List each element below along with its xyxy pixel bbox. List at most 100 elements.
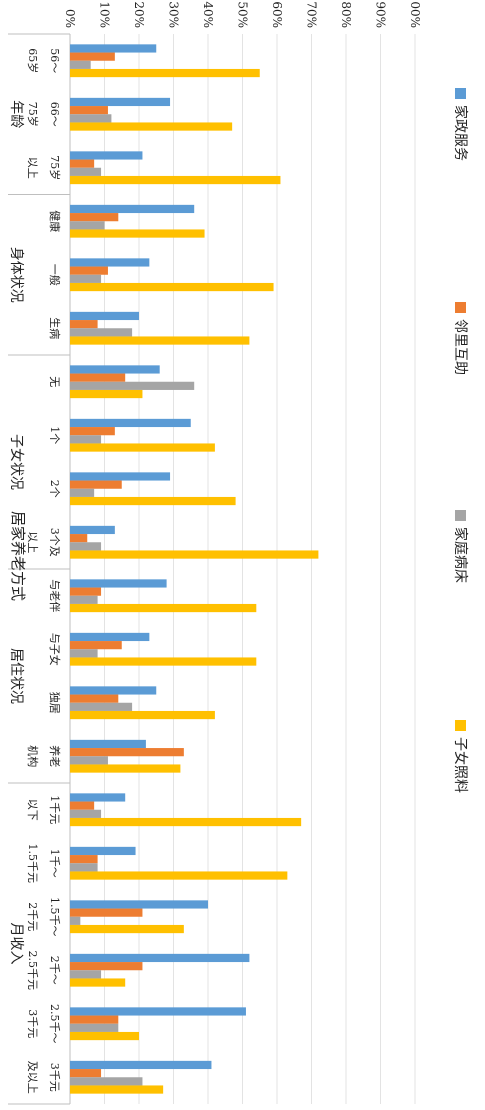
bar [70, 175, 281, 185]
bar [69, 1085, 164, 1094]
bar [69, 97, 171, 107]
bar [70, 748, 184, 757]
bar [69, 809, 102, 818]
category-label: 与老伴 [48, 579, 61, 612]
bar [70, 953, 250, 963]
category-label: 养老 [48, 745, 62, 767]
legend-swatch [455, 510, 466, 521]
bar [70, 336, 250, 345]
category-label: 3千元 [48, 1063, 61, 1092]
y-tick-label: 50% [236, 1, 250, 28]
category-label: 及以上 [26, 1061, 39, 1094]
bar [70, 266, 108, 275]
bar [69, 435, 102, 444]
bar [70, 1077, 143, 1086]
bar [70, 151, 143, 160]
category-label: 以上 [26, 531, 39, 553]
category-label: 1千～ [48, 849, 61, 878]
category-label: 以上 [26, 157, 39, 179]
bar [70, 525, 115, 535]
category-label: 75岁 [26, 102, 40, 127]
bar [70, 282, 274, 292]
bar [69, 274, 102, 283]
bar [70, 418, 191, 428]
axes: 0% 10% 20% 30% 40% 50% 60% 70% 80% 90% 100% [8, 0, 422, 1105]
bar [69, 846, 136, 856]
bar [70, 1031, 139, 1041]
legend-swatch [455, 88, 466, 99]
chart-canvas: 0% 10% 20% 30% 40% 50% 60% 70% 80% 90% 100% 56～ 65岁… [8, 0, 469, 1105]
category-label: 56～ [48, 48, 61, 73]
bar [69, 587, 102, 596]
bar [70, 106, 108, 115]
category-label: 2.5千元 [26, 951, 39, 991]
bar [70, 550, 319, 559]
legend-label: 家庭病床 [452, 527, 469, 583]
bar [70, 793, 126, 802]
bar [69, 1023, 119, 1032]
category-label: 机构 [26, 745, 40, 767]
legend-swatch [455, 302, 466, 313]
bar [70, 221, 105, 230]
bar [70, 978, 126, 987]
category-label: 66～ [48, 102, 61, 127]
bar [70, 389, 143, 399]
bar [70, 320, 98, 329]
group-label: 身体状况 [8, 247, 24, 303]
bar [70, 328, 133, 337]
bar [70, 496, 236, 506]
bar [69, 159, 95, 168]
legend-label: 邻里互助 [452, 319, 468, 375]
bar [70, 311, 139, 321]
y-tick-label: 60% [270, 1, 284, 28]
bar [70, 1007, 246, 1016]
y-tick-label: 70% [305, 1, 319, 28]
bar [70, 702, 133, 711]
legend-label: 家政服务 [452, 105, 469, 161]
category-label: 3千元 [26, 1009, 39, 1038]
bar [70, 381, 195, 390]
bar [69, 472, 171, 481]
category-label: 无 [48, 376, 61, 387]
legend-label: 子女照料 [452, 737, 469, 793]
category-label: 1.5千元 [26, 844, 39, 884]
bar [70, 686, 157, 695]
y-tick-label: 40% [201, 1, 215, 28]
bar [70, 603, 257, 613]
category-label: 2个 [48, 480, 61, 498]
bar [70, 427, 115, 436]
category-label: 65岁 [26, 48, 40, 73]
group-label: 月收入 [8, 923, 24, 965]
category-labels: 56～65岁66～75岁75岁以上年龄健康一般生病身体状况无1个2个3个及以上子… [8, 48, 62, 1094]
category-label: 2千元 [26, 902, 39, 931]
category-label: 以下 [26, 799, 39, 821]
bar [70, 373, 126, 382]
bar [70, 908, 143, 917]
bar [70, 68, 260, 78]
bar [69, 114, 112, 123]
category-label: 2千～ [48, 956, 61, 985]
gridlines [69, 34, 416, 1104]
bar [69, 167, 102, 176]
group-label: 子女状况 [8, 434, 25, 490]
bar [70, 855, 98, 864]
category-label: 健康 [48, 210, 62, 232]
bar [70, 962, 143, 971]
bar [69, 488, 95, 497]
bar [70, 632, 150, 642]
category-label: 1千元 [48, 795, 61, 824]
bar [70, 1060, 212, 1070]
bar [70, 579, 167, 588]
bar [69, 213, 119, 222]
y-tick-label: 30% [167, 1, 181, 28]
bar [69, 970, 102, 979]
bar [69, 801, 95, 810]
bar [70, 916, 81, 925]
y-tick-label: 20% [132, 1, 146, 28]
bar [70, 204, 195, 214]
bar [70, 534, 88, 543]
legend-swatch [455, 720, 466, 731]
bar [70, 900, 208, 909]
category-label: 与子女 [48, 633, 62, 666]
